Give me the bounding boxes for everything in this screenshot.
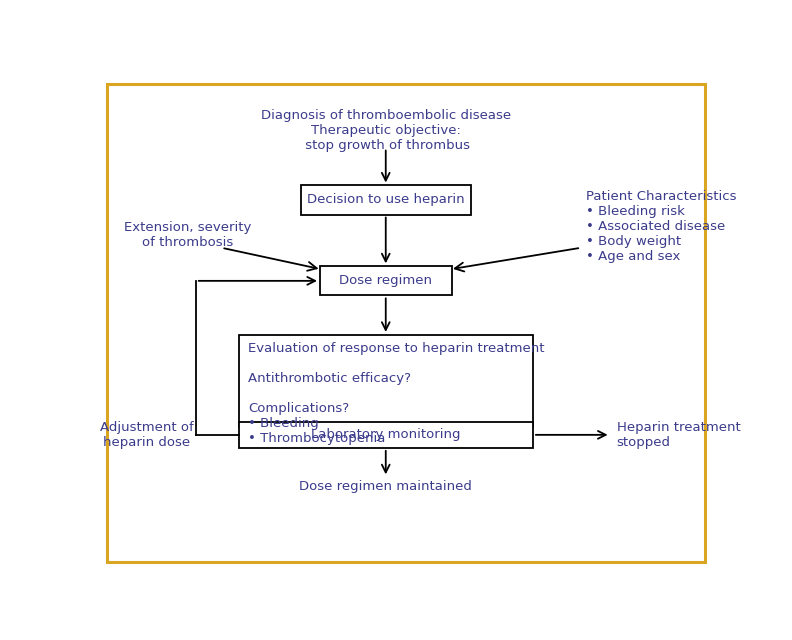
Text: Heparin treatment
stopped: Heparin treatment stopped bbox=[617, 421, 741, 449]
Text: Laboratory monitoring: Laboratory monitoring bbox=[311, 428, 460, 442]
Text: Dose regimen maintained: Dose regimen maintained bbox=[299, 480, 472, 493]
Text: Patient Characteristics
• Bleeding risk
• Associated disease
• Body weight
• Age: Patient Characteristics • Bleeding risk … bbox=[586, 191, 737, 264]
Text: Decision to use heparin: Decision to use heparin bbox=[307, 193, 465, 207]
Text: Diagnosis of thromboembolic disease
Therapeutic objective:
 stop growth of throm: Diagnosis of thromboembolic disease Ther… bbox=[261, 109, 511, 152]
Text: Adjustment of
heparin dose: Adjustment of heparin dose bbox=[100, 421, 194, 449]
Text: Dose regimen: Dose regimen bbox=[339, 275, 432, 287]
Text: Extension, severity
of thrombosis: Extension, severity of thrombosis bbox=[124, 221, 252, 249]
Text: Evaluation of response to heparin treatment

Antithrombotic efficacy?

Complicat: Evaluation of response to heparin treatm… bbox=[248, 342, 544, 445]
Bar bbox=[300, 186, 471, 214]
Bar bbox=[238, 422, 533, 448]
Bar bbox=[238, 335, 533, 427]
Bar bbox=[320, 266, 451, 296]
